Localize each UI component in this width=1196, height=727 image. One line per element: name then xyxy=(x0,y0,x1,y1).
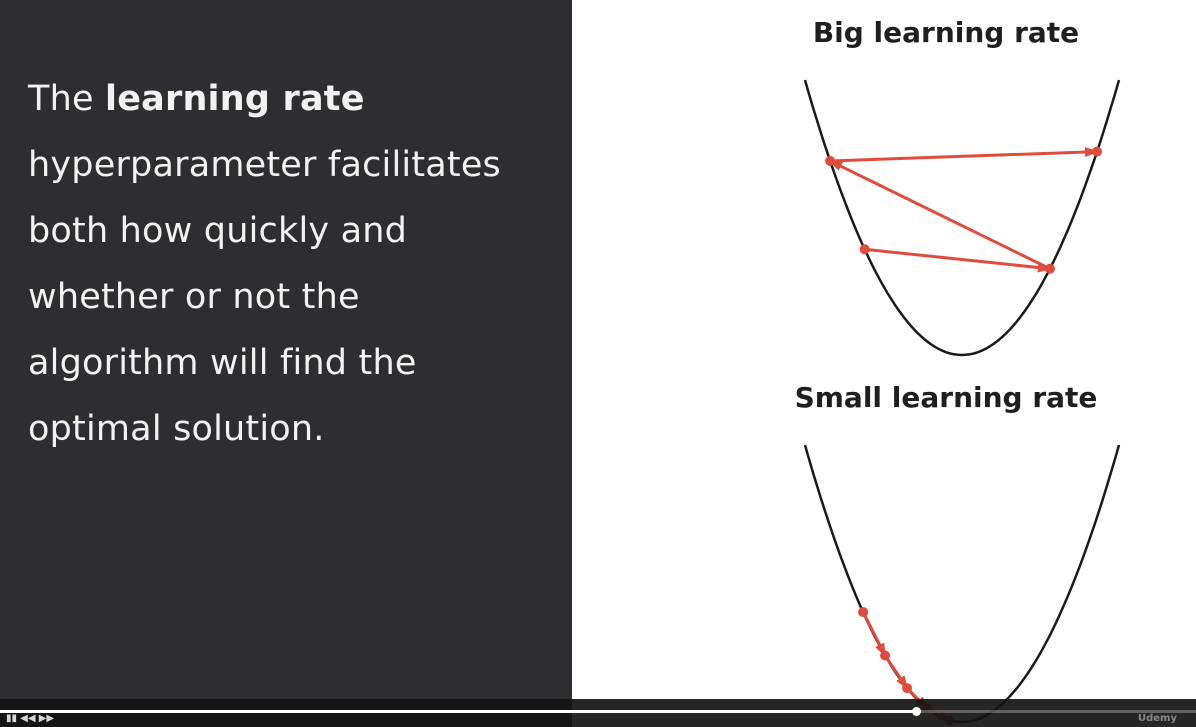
big-rate-step-point-2 xyxy=(1044,263,1055,274)
small-rate-loss-curve xyxy=(803,444,1121,724)
small-rate-step-arrow-1 xyxy=(861,611,887,658)
video-progress-track[interactable] xyxy=(0,710,1196,713)
explanation-text: The learning rate hyperparameter facilit… xyxy=(28,66,558,462)
big-rate-step-point-4 xyxy=(1092,146,1103,157)
explanation-line-2: hyperparameter facilitates xyxy=(28,145,501,185)
small-rate-step-point-3 xyxy=(902,683,913,694)
big-rate-step-arrow-2 xyxy=(828,159,1051,271)
small-rate-step-point-1 xyxy=(858,607,869,618)
small-rate-step-point-2 xyxy=(880,650,891,661)
explanation-panel: The learning rate hyperparameter facilit… xyxy=(0,0,572,727)
learning-rate-emphasis: learning rate xyxy=(105,79,365,119)
video-progress-fill xyxy=(0,710,917,713)
big-rate-loss-curve xyxy=(803,79,1121,357)
big-rate-title: Big learning rate xyxy=(812,16,1080,49)
gradient-descent-diagrams xyxy=(803,79,1121,726)
explanation-line-6: optimal solution. xyxy=(28,409,325,449)
big-rate-steps xyxy=(825,146,1103,274)
big-rate-step-arrow-1 xyxy=(864,247,1052,273)
explanation-line-1: The learning rate xyxy=(28,66,558,132)
explanation-line-4: whether or not the xyxy=(28,277,360,317)
watermark-logo: Udemy xyxy=(1138,713,1177,724)
diagram-panel: Big learning rate Small learning rate xyxy=(572,0,1196,727)
small-rate-title: Small learning rate xyxy=(794,381,1098,414)
explanation-line-3: both how quickly and xyxy=(28,211,408,251)
big-rate-step-point-1 xyxy=(859,244,870,255)
video-scrubber-handle[interactable] xyxy=(912,707,922,716)
big-rate-step-arrow-3 xyxy=(830,147,1100,163)
explanation-prefix: The xyxy=(28,79,106,119)
explanation-line-5: algorithm will find the xyxy=(28,343,417,383)
big-rate-step-point-3 xyxy=(825,155,836,166)
player-controls[interactable]: ▮▮ ◀◀ ▶▶ xyxy=(6,713,55,724)
small-rate-step-arrow-2 xyxy=(883,654,909,690)
video-player-bar: ▮▮ ◀◀ ▶▶ Udemy xyxy=(0,699,1196,727)
